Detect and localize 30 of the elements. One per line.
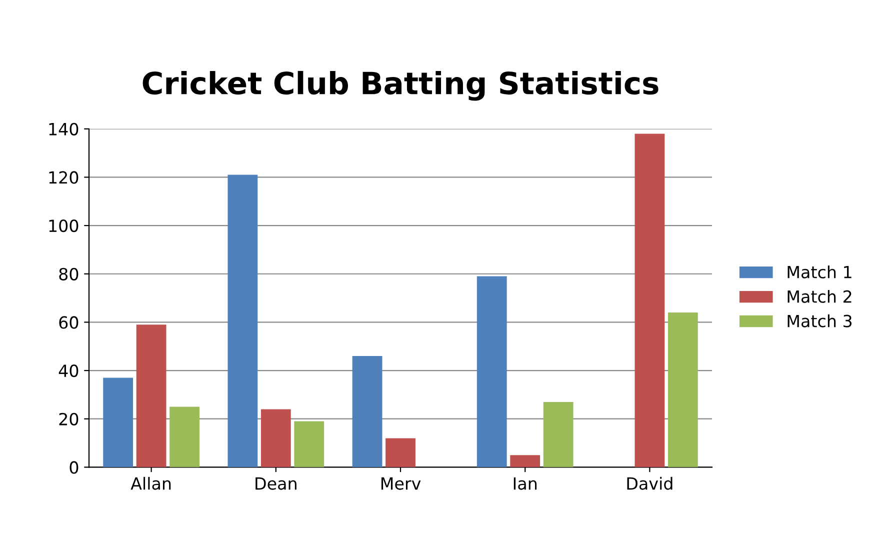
bar	[352, 356, 382, 468]
bar	[228, 174, 258, 468]
y-tick-label: 100	[49, 220, 78, 232]
x-tick-label: Ian	[514, 477, 537, 490]
bar	[668, 312, 698, 468]
y-tick-label: 60	[59, 316, 78, 329]
legend-label: Match 3	[788, 314, 852, 328]
bar	[476, 276, 507, 468]
x-tick-label: David	[627, 476, 672, 490]
bar	[260, 409, 291, 468]
y-tick-label: 20	[59, 412, 78, 426]
chart-title: Cricket Club Batting Statistics	[142, 70, 658, 101]
x-tick-label: Allan	[130, 476, 171, 490]
y-tick-label: 0	[70, 461, 78, 474]
bar	[136, 324, 166, 468]
legend-label: Match 2	[788, 290, 852, 303]
bar	[634, 134, 665, 468]
bar	[510, 455, 540, 468]
y-tick-label: 80	[59, 268, 78, 280]
bar	[170, 406, 200, 468]
bar	[386, 438, 416, 468]
legend-label: Match 1	[788, 266, 852, 278]
bar	[294, 421, 324, 468]
x-tick-label: Dean	[256, 477, 296, 490]
bar	[103, 378, 134, 468]
y-tick-label: 120	[49, 171, 78, 184]
y-tick-label: 140	[49, 122, 78, 136]
y-tick-label: 40	[58, 364, 78, 378]
bar	[543, 402, 574, 468]
x-tick-label: Merv	[381, 477, 421, 490]
